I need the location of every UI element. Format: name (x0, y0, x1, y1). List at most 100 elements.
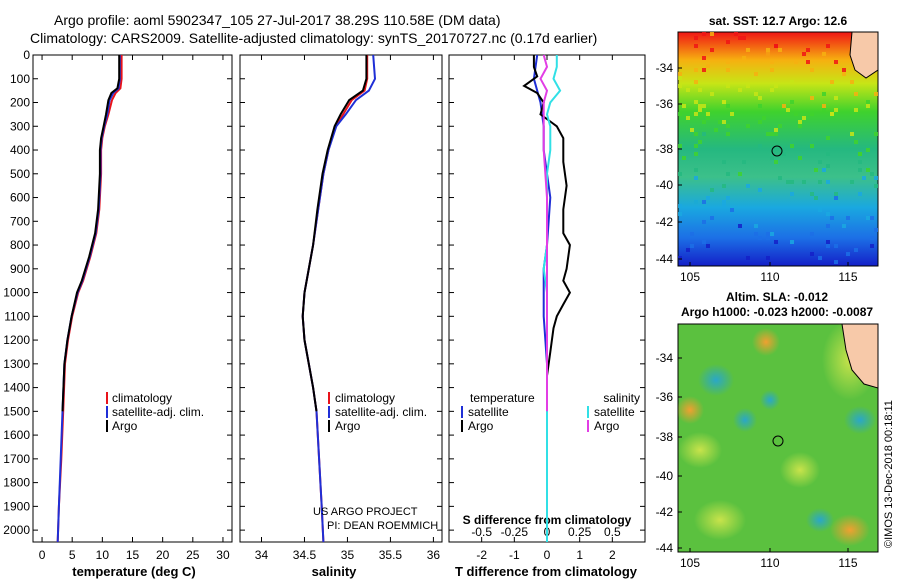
sst-pixel (770, 156, 774, 160)
temperature-panel: temperature (deg C) 01002003004005006007… (3, 48, 233, 579)
sst-pixel (810, 68, 814, 72)
sst-pixel (710, 216, 714, 220)
figure-title-line2: Climatology: CARS2009. Satellite-adjuste… (30, 30, 597, 46)
sst-pixel (866, 104, 870, 108)
sst-pixel (802, 180, 806, 184)
map-y-tick-label: -34 (656, 61, 674, 75)
series-line-salinity-argo (539, 54, 549, 412)
sst-pixel (842, 224, 846, 228)
map-x-tick-label: 105 (680, 270, 700, 284)
legend-argo-label: Argo (112, 419, 138, 433)
sst-pixel (846, 252, 850, 256)
sst-pixel (758, 188, 762, 192)
sst-pixel (874, 132, 878, 136)
sst-map-axes: 105 110 115 -34 -36 -38 -40 -42 -44 (656, 61, 858, 284)
sst-map-title: sat. SST: 12.7 Argo: 12.6 (709, 14, 848, 28)
sst-pixel (738, 224, 742, 228)
x-tick-label: -1 (509, 548, 520, 562)
sst-pixel (726, 40, 730, 44)
sst-pixel (758, 144, 762, 148)
sst-pixel (754, 72, 758, 76)
sst-pixel (790, 144, 794, 148)
y-tick-label: 100 (10, 72, 30, 86)
sst-pixel (698, 140, 702, 144)
sst-pixel (778, 48, 782, 52)
salinity-plot-frame (239, 54, 443, 543)
legend-ssat-label: satellite (594, 405, 635, 419)
legend-temperature-title: temperature (470, 391, 535, 405)
sst-pixel (822, 92, 826, 96)
x-tick-label: 34.5 (293, 548, 317, 562)
sst-pixel (726, 124, 730, 128)
sst-pixel (746, 184, 750, 188)
salinity-xlabel: salinity (312, 564, 358, 579)
sst-pixel (678, 256, 682, 260)
sst-pixel (870, 244, 874, 248)
x-tick-label: 30 (216, 548, 230, 562)
sst-pixel (862, 176, 866, 180)
x-tick-label: 20 (156, 548, 170, 562)
sst-pixel (726, 172, 730, 176)
y-tick-label: 1200 (3, 333, 30, 347)
sst-pixel (818, 208, 822, 212)
sst-pixel (722, 120, 726, 124)
sst-pixel (826, 136, 830, 140)
sst-pixel (770, 88, 774, 92)
sst-map-pixels (678, 32, 878, 264)
sst-pixel (746, 84, 750, 88)
y-tick-label: 1300 (3, 357, 30, 371)
sst-pixel (854, 248, 858, 252)
y-tick-label: 0 (23, 48, 30, 62)
sst-pixel (826, 240, 830, 244)
y-tick-label: 600 (10, 191, 30, 205)
sst-pixel (742, 36, 746, 40)
sst-pixel (690, 232, 694, 236)
sst-pixel (726, 132, 730, 136)
sst-pixel (702, 240, 706, 244)
map-x-tick-label: 115 (838, 270, 857, 284)
legend-climatology-label: climatology (335, 391, 395, 405)
sst-pixel (694, 44, 698, 48)
sst-pixel (678, 144, 682, 148)
s-tick-label: 0.5 (604, 525, 621, 539)
x-tick-label: 5 (69, 548, 76, 562)
sst-pixel (830, 80, 834, 84)
y-tick-label: 300 (10, 119, 30, 133)
sst-pixel (802, 116, 806, 120)
sst-pixel (742, 56, 746, 60)
y-tick-label: 200 (10, 96, 30, 110)
difference-legend: temperature satellite Argo salinity sate… (461, 391, 640, 433)
sla-map-axes: 105 110 115 -34 -36 -38 -40 -42 -44 (656, 351, 858, 570)
sst-pixel (790, 240, 794, 244)
sst-pixel (702, 32, 706, 36)
sst-pixel (818, 180, 822, 184)
sst-pixel (826, 244, 830, 248)
sst-pixel (778, 176, 782, 180)
sst-pixel (854, 92, 858, 96)
sst-pixel (686, 116, 690, 120)
sst-pixel (814, 196, 818, 200)
sst-pixel (774, 160, 778, 164)
sla-land-mask (841, 324, 878, 389)
map-y-tick-label: -40 (656, 469, 674, 483)
sst-pixel (774, 240, 778, 244)
sst-pixel (706, 64, 710, 68)
sst-pixel (722, 100, 726, 104)
x-tick-label: 1 (576, 548, 583, 562)
legend-satellite-label: satellite-adj. clim. (335, 405, 427, 419)
sst-pixel (790, 192, 794, 196)
sst-pixel (770, 60, 774, 64)
x-tick-label: 35 (341, 548, 355, 562)
sst-pixel (694, 100, 698, 104)
sst-pixel (718, 120, 722, 124)
sst-pixel (738, 88, 742, 92)
sst-pixel (830, 112, 834, 116)
map-y-tick-label: -44 (656, 252, 674, 266)
sst-pixel (810, 192, 814, 196)
sst-pixel (690, 128, 694, 132)
sst-pixel (738, 172, 742, 176)
sst-pixel (746, 48, 750, 52)
sst-pixel (794, 112, 798, 116)
sst-pixel (722, 204, 726, 208)
sst-pixel (758, 96, 762, 100)
